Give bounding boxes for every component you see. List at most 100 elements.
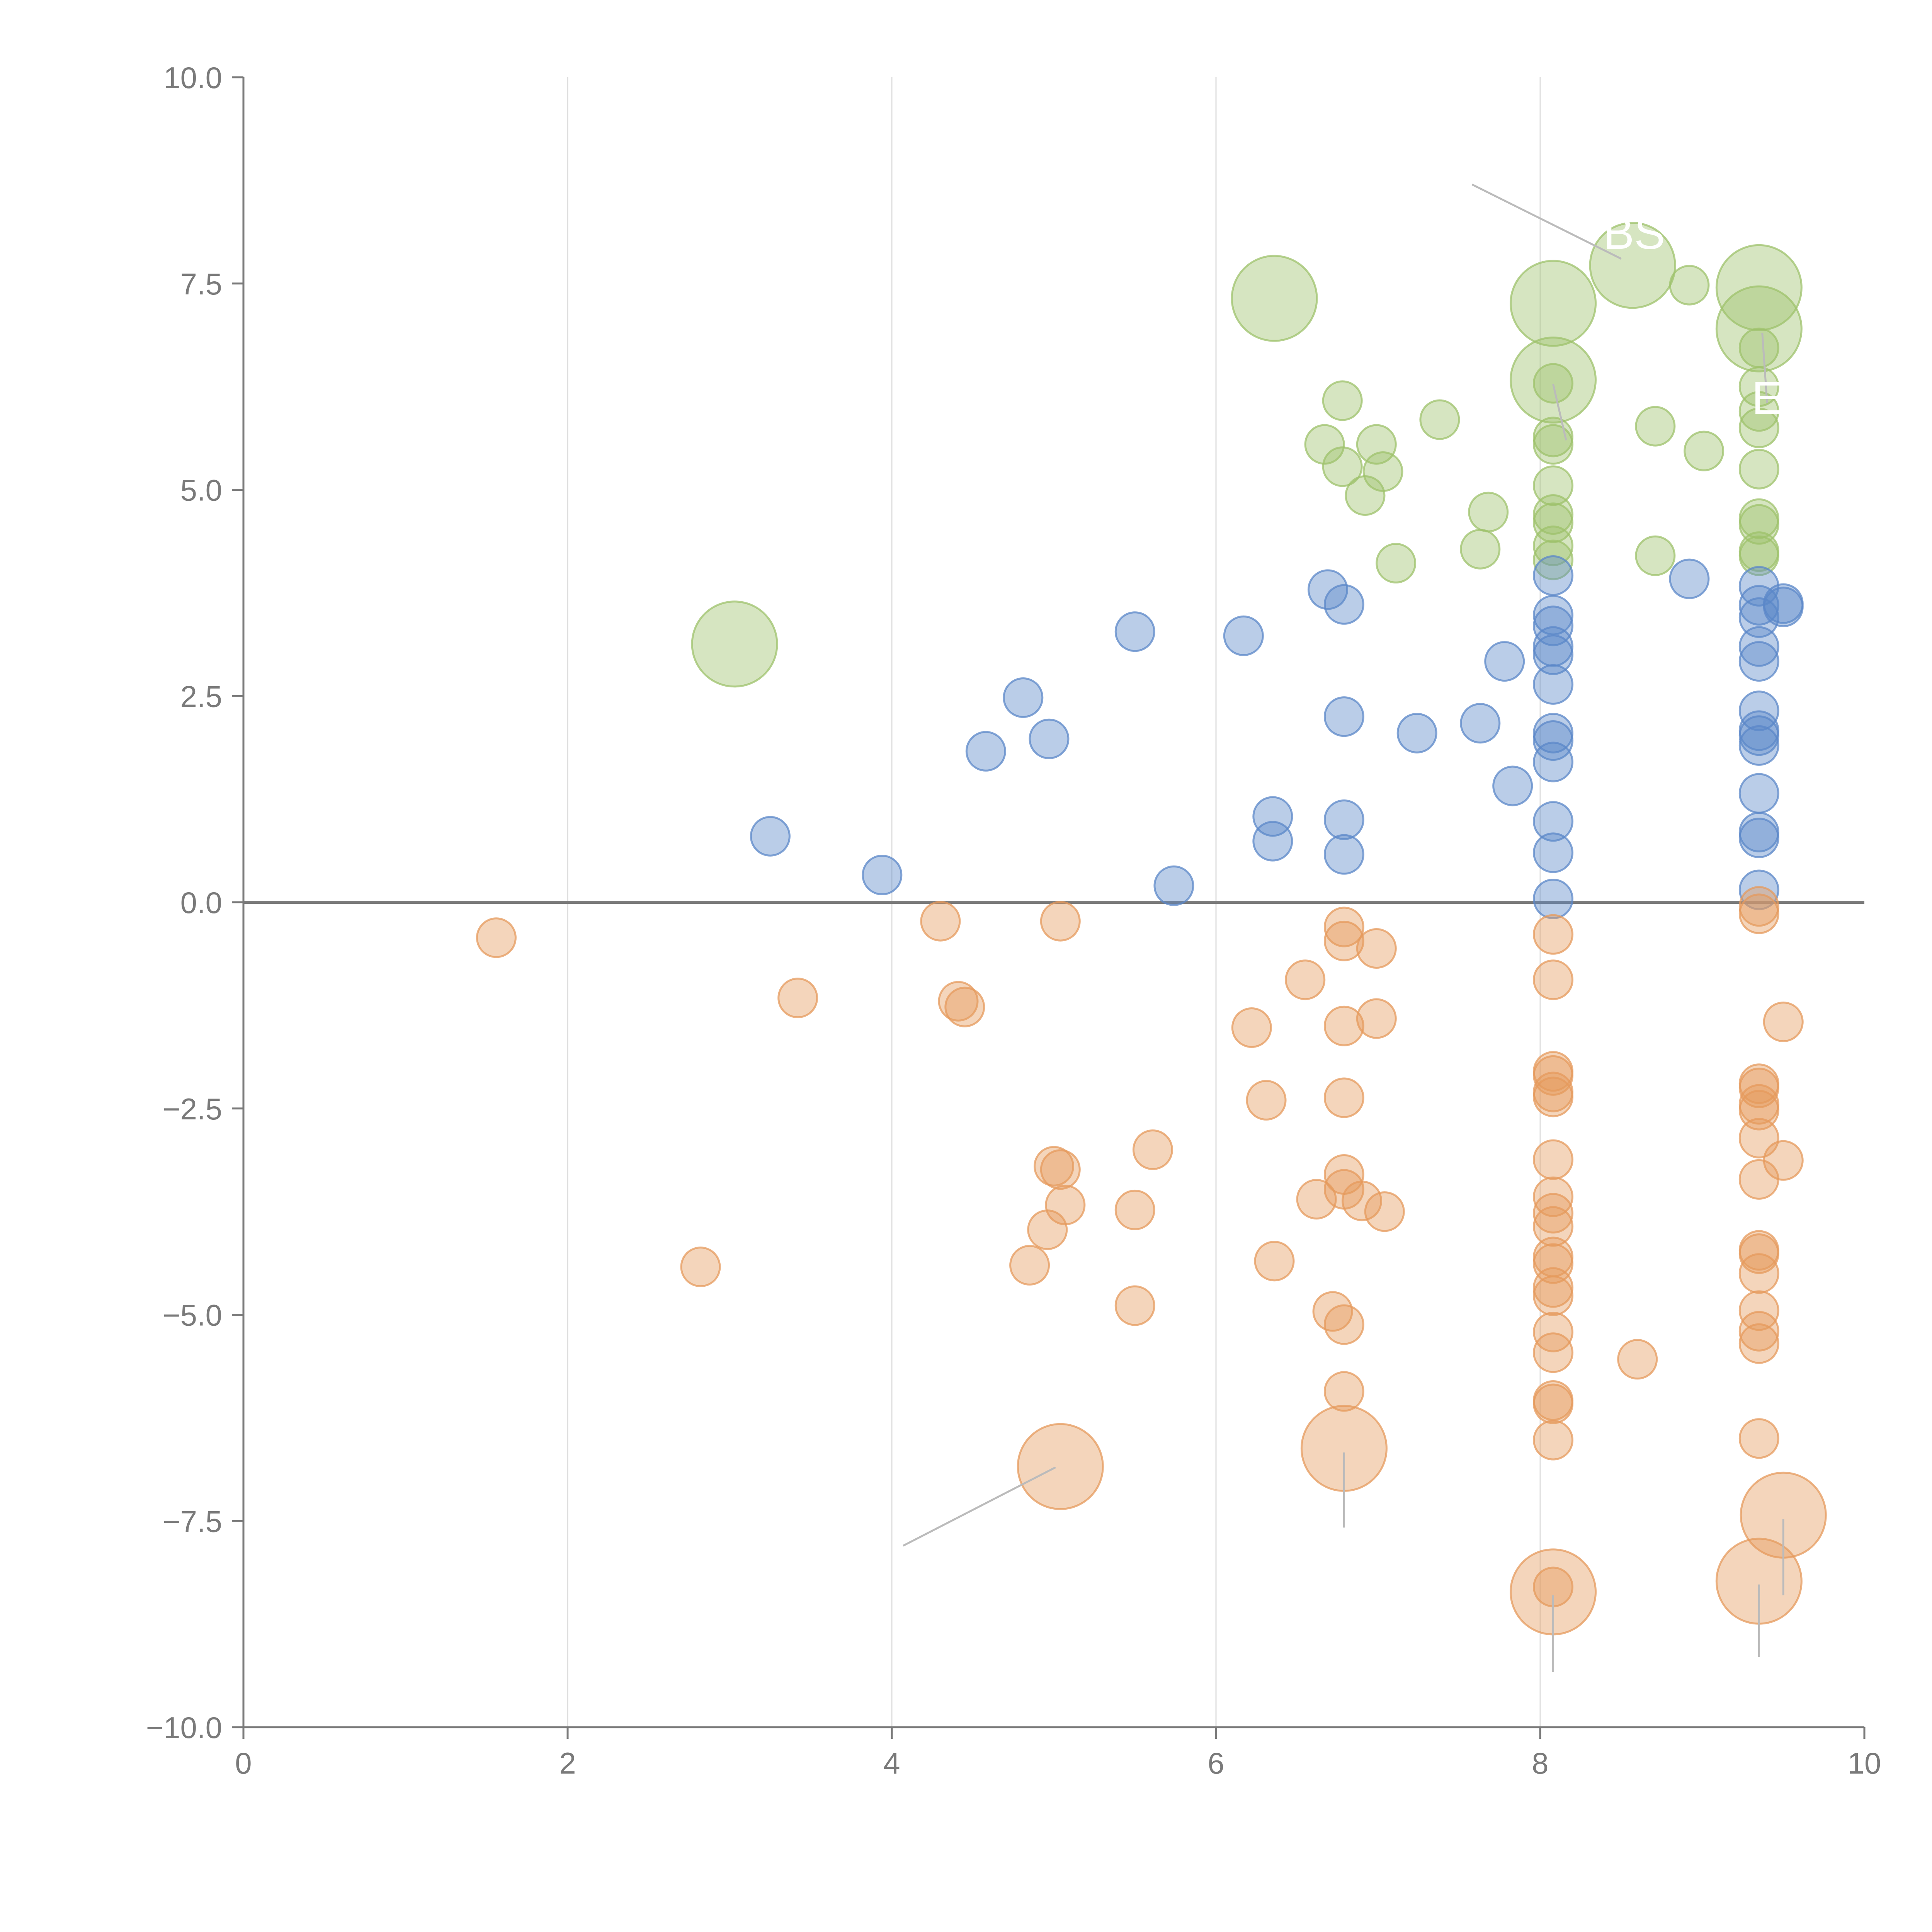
bubble-point: [1533, 1243, 1574, 1284]
bubble-point: [1738, 366, 1779, 407]
bubble-point: [1323, 1371, 1364, 1412]
bubble-point: [1589, 222, 1676, 309]
y-tick-label: 7.5: [180, 267, 222, 301]
annotation-label: BS: [1603, 207, 1665, 259]
bubble-point: [938, 981, 979, 1022]
bubble-point: [1533, 1332, 1574, 1373]
bubble-point: [1738, 597, 1779, 638]
series-green: [691, 222, 1803, 688]
bubble-point: [1307, 569, 1348, 610]
bubble-point: [1533, 1267, 1574, 1308]
bubble-point: [1738, 1323, 1779, 1364]
bubble-point: [1153, 865, 1194, 906]
bubble-point: [1468, 492, 1509, 532]
bubble-point: [1763, 587, 1804, 628]
annotation-label: E: [1752, 372, 1782, 424]
bubble-point: [1533, 465, 1574, 506]
x-tick-label: 8: [1532, 1746, 1548, 1780]
bubble-point: [1738, 1090, 1779, 1131]
bubble-point: [1533, 801, 1574, 842]
bubble-point: [1323, 1077, 1364, 1118]
bubble-point: [1254, 1241, 1295, 1282]
bubble-point: [691, 600, 778, 688]
bubble-point: [1533, 720, 1574, 761]
bubble-point: [1323, 920, 1364, 961]
bubble-point: [1533, 878, 1574, 919]
bubble-point: [1323, 1304, 1364, 1345]
bubble-point: [1738, 817, 1779, 858]
bubble-point: [1635, 535, 1676, 576]
bubble-point: [1533, 1420, 1574, 1461]
data-series: [476, 222, 1827, 1636]
bubble-point: [1533, 742, 1574, 782]
x-tick-label: 2: [559, 1746, 576, 1780]
bubble-point: [1510, 337, 1597, 424]
bubble-point: [1715, 244, 1803, 331]
bubble-point: [1322, 446, 1363, 487]
bubble-point: [1285, 959, 1326, 1000]
bubble-point: [1045, 1185, 1086, 1226]
bubble-point: [476, 917, 517, 958]
bubble-point: [1738, 1311, 1779, 1352]
series-orange: [476, 886, 1827, 1636]
x-tick-label: 4: [883, 1746, 900, 1780]
bubble-point: [1533, 555, 1574, 596]
bubble-point: [1533, 634, 1574, 675]
bubble-point: [1356, 424, 1397, 465]
bubble-point: [1323, 834, 1364, 875]
bubble-point: [1460, 529, 1501, 570]
bubble-point: [1034, 1146, 1074, 1187]
bubble-point: [777, 978, 818, 1019]
y-tick-label: −2.5: [163, 1092, 222, 1126]
bubble-point: [1763, 1002, 1804, 1043]
bubble-point: [1312, 1291, 1353, 1332]
bubble-point: [1362, 451, 1403, 492]
bubble-point: [1252, 821, 1293, 862]
leader-line: [1761, 333, 1768, 403]
bubble-point: [1533, 1383, 1574, 1424]
y-tick-label: 0.0: [180, 886, 222, 920]
y-tick-label: −5.0: [163, 1298, 222, 1332]
bubble-point: [1003, 677, 1044, 718]
bubble-point: [1533, 959, 1574, 1000]
bubble-point: [1533, 1206, 1574, 1247]
bubble-point: [1017, 1423, 1104, 1510]
bubble-point: [1738, 725, 1779, 766]
bubble-point: [1738, 893, 1779, 934]
bubble-point: [1533, 539, 1574, 580]
bubble-point: [1364, 1191, 1405, 1232]
bubble-point: [920, 901, 961, 942]
bubble-point: [1533, 1055, 1574, 1096]
bubble-point: [1323, 799, 1364, 840]
bubble-point: [1396, 713, 1437, 753]
bubble-point: [1669, 265, 1710, 306]
bubble-point: [1533, 914, 1574, 955]
bubble-point: [1533, 526, 1574, 566]
bubble-point: [1029, 718, 1070, 759]
x-tick-label: 6: [1208, 1746, 1224, 1780]
bubble-point: [1356, 928, 1397, 969]
leader-line: [1552, 384, 1567, 440]
bubble-point: [1114, 1189, 1155, 1230]
y-tick-label: −7.5: [163, 1504, 222, 1538]
leader-line: [1471, 184, 1622, 260]
bubble-point: [1040, 901, 1081, 942]
bubble-point: [1738, 535, 1779, 576]
bubble-point: [1738, 1418, 1779, 1459]
bubble-point: [1738, 1253, 1779, 1294]
bubble-point: [1533, 494, 1574, 535]
bubble-point: [1617, 1339, 1658, 1380]
bubble-point: [1223, 615, 1264, 656]
bubble-point: [1738, 407, 1779, 448]
bubble-point: [1533, 1311, 1574, 1352]
bubble-point: [1738, 773, 1779, 814]
annotations: BS E: [1603, 207, 1782, 424]
bubble-point: [1323, 1005, 1364, 1046]
bubble-point: [1492, 765, 1533, 806]
bubble-point: [1533, 605, 1574, 646]
bubble-point: [1323, 696, 1364, 737]
bubble-point: [1738, 391, 1779, 432]
y-tick-label: 10.0: [163, 61, 222, 95]
bubble-point: [1132, 1129, 1173, 1170]
